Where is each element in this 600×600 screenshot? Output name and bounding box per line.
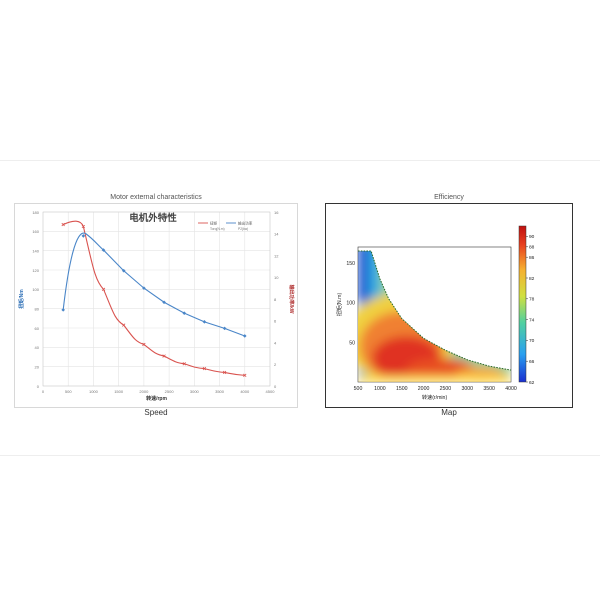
y-left-tick-label: 100	[32, 287, 39, 292]
y-right-tick-label: 2	[274, 362, 277, 367]
y-left-tick-label: 20	[35, 364, 40, 369]
x-tick-label: 4500	[266, 389, 276, 394]
y-left-tick-label: 60	[35, 326, 40, 331]
power-point	[121, 268, 126, 273]
colorbar-tick-label: 88	[529, 245, 535, 251]
left-panel-header: Motor external characteristics	[110, 194, 202, 201]
power-point	[222, 326, 227, 331]
y-left-tick-label: 40	[35, 345, 40, 350]
colorbar-tick-label: 78	[529, 297, 535, 303]
colorbar	[518, 225, 527, 383]
y-left-tick-label: 80	[35, 306, 40, 311]
torque-point	[101, 287, 106, 292]
efficiency-map-chart: 500 1000 1500 2000 2500 3000 3500 4000 50 100 150 转…	[335, 225, 535, 401]
y-left-tick-label: 120	[32, 268, 39, 273]
x-tick-label: 1500	[396, 386, 408, 392]
x-tick-label: 2500	[440, 386, 452, 392]
x-tick-label: 4000	[505, 386, 517, 392]
x-tick-label: 3500	[483, 386, 495, 392]
x-tick-label: 3000	[462, 386, 474, 392]
x-tick-label: 3000	[190, 389, 200, 394]
y-right-tick-label: 6	[274, 319, 277, 324]
colorbar-tick-label: 74	[529, 317, 535, 323]
torque-point	[243, 373, 247, 378]
torque-point	[81, 224, 86, 229]
plot-area-border	[42, 211, 271, 387]
left-panel-caption: Speed	[144, 408, 168, 417]
power-point	[162, 300, 166, 305]
x-tick-label: 500	[65, 389, 72, 394]
legend-torque-label: 扭矩	[210, 221, 218, 226]
x-tick-label: 1000	[374, 386, 386, 392]
y-right-tick-label: 10	[274, 275, 279, 280]
torque-point	[162, 354, 166, 358]
torque-point	[142, 342, 146, 347]
y-tick-label: 100	[346, 301, 355, 307]
y-left-tick-label: 0	[37, 384, 40, 389]
chart-title: 电机外特性	[129, 212, 177, 224]
y-axis-label: 扭矩(N.m)	[335, 293, 343, 317]
x-axis-label: 转速/rpm	[146, 395, 167, 402]
y-right-tick-label: 8	[274, 297, 277, 302]
y-right-tick-label: 4	[274, 340, 277, 345]
torque-envelope-line	[358, 250, 512, 371]
torque-point	[61, 222, 65, 227]
y-left-tick-label: 160	[32, 229, 39, 234]
field-low-torque	[358, 376, 511, 383]
power-point	[202, 320, 207, 324]
y-axis-right-label: 输出功率/kW	[288, 285, 295, 314]
y-left-tick-label: 180	[32, 210, 39, 215]
colorbar-tick-label: 66	[529, 359, 535, 365]
torque-point	[182, 362, 186, 366]
y-tick-label: 50	[349, 340, 355, 346]
torque-point	[122, 323, 126, 327]
legend-torque-sublabel: Torq(N.m)	[210, 227, 225, 231]
colorbar-tick-label: 82	[529, 276, 535, 282]
right-panel-header: Efficiency	[434, 194, 464, 201]
x-tick-label: 2000	[139, 389, 149, 394]
colorbar-tick-label: 86	[529, 255, 535, 261]
y-axis-left-label: 扭矩/Nm	[18, 289, 25, 309]
colorbar-tick-label: 62	[529, 380, 535, 386]
x-tick-label: 3500	[215, 389, 225, 394]
x-tick-label: 2500	[165, 389, 175, 394]
field-lowest	[358, 250, 368, 302]
legend-power-sublabel: P2(kw)	[238, 227, 248, 231]
bottom-divider	[0, 455, 600, 456]
x-tick-label: 1000	[89, 389, 99, 394]
power-line	[62, 232, 245, 337]
torque-line	[62, 220, 245, 376]
x-tick-label: 0	[42, 389, 45, 394]
power-point	[61, 308, 65, 312]
power-point	[242, 334, 247, 338]
colorbar-tick-label: 70	[529, 338, 535, 344]
power-point	[101, 248, 106, 252]
y-right-tick-label: 16	[274, 210, 279, 215]
power-point	[81, 234, 86, 238]
y-right-tick-label: 12	[274, 253, 279, 258]
x-tick-label: 1500	[114, 389, 124, 394]
y-left-tick-label: 140	[32, 248, 39, 253]
torque-point	[222, 370, 227, 375]
colorbar-tick-label: 90	[529, 234, 535, 240]
x-axis-label: 转速(r/min)	[422, 393, 448, 401]
motor-chart-frame: 0 20 40 60 80 100 120 140 160 180 0 500 1000 1500 2000…	[14, 203, 298, 408]
y-tick-label: 150	[346, 261, 355, 267]
right-panel-caption: Map	[441, 408, 457, 417]
top-divider	[0, 160, 600, 161]
legend-power-label: 输出功率	[238, 221, 253, 226]
x-tick-label: 500	[354, 386, 363, 392]
x-tick-label: 2000	[418, 386, 430, 392]
y-right-tick-label: 14	[274, 232, 279, 237]
torque-point	[202, 366, 207, 371]
x-tick-label: 4000	[240, 389, 250, 394]
y-right-tick-label: 0	[274, 384, 277, 389]
power-point	[142, 286, 146, 290]
efficiency-map-frame: 500 1000 1500 2000 2500 3000 3500 4000 50 100 150 转…	[325, 203, 573, 408]
